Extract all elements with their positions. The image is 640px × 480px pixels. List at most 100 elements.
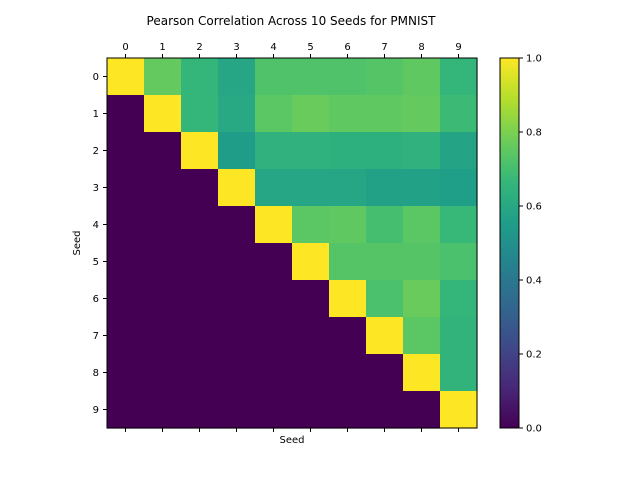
heatmap-cell [292,243,330,281]
heatmap-cell [403,95,441,133]
heatmap-cell [403,354,441,392]
heatmap-cell [440,95,478,133]
heatmap-cell [292,354,330,392]
y-tick-label: 5 [93,257,99,268]
heatmap-cell [440,391,478,429]
colorbar [499,57,520,429]
heatmap-cell [440,317,478,355]
heatmap-cell [181,95,219,133]
heatmap-cell [218,169,256,207]
heatmap-cell [366,391,404,429]
x-top-ticks: 0 1 2 3 4 5 6 7 8 9 [122,42,462,58]
heatmap-cell [218,317,256,355]
heatmap-cell [403,58,441,96]
heatmap-cell [403,132,441,170]
x-axis-label: Seed [280,435,305,446]
heatmap-cell [181,132,219,170]
y-tick-label: 0 [93,72,99,83]
heatmap-cell [329,280,367,318]
heatmap-cell [218,58,256,96]
heatmap-cell [366,354,404,392]
heatmap-cell [255,206,293,244]
heatmap-cell [366,169,404,207]
heatmap-cell [403,280,441,318]
x-tick-label: 2 [196,42,202,53]
heatmap-cell [329,132,367,170]
heatmap-cell [329,317,367,355]
heatmap-cell [440,280,478,318]
colorbar-tick-label: 0.8 [526,128,542,139]
y-tick-label: 9 [93,405,99,416]
colorbar-ticks: 0.0 0.2 0.4 0.6 0.8 1.0 [519,54,542,435]
heatmap-cell [255,58,293,96]
heatmap-cell [181,206,219,244]
heatmap-cell [218,95,256,133]
heatmap-cell [255,354,293,392]
heatmap-cell [366,132,404,170]
heatmap-cells [107,58,478,429]
heatmap-cell [107,317,145,355]
heatmap-cell [107,95,145,133]
heatmap-cell [255,317,293,355]
heatmap-cell [107,169,145,207]
heatmap-cell [329,95,367,133]
heatmap-cell [292,132,330,170]
heatmap-cell [107,280,145,318]
chart-title: Pearson Correlation Across 10 Seeds for … [147,14,437,28]
colorbar-tick-label: 1.0 [526,54,542,65]
heatmap-cell [144,243,182,281]
colorbar-tick-label: 0.6 [526,202,542,213]
y-ticks: 0 1 2 3 4 5 6 7 8 9 [93,72,107,416]
heatmap-cell [144,391,182,429]
heatmap-cell [107,58,145,96]
heatmap-cell [181,280,219,318]
heatmap-cell [255,95,293,133]
heatmap-cell [366,58,404,96]
plot-frame [106,57,478,429]
heatmap-cell [292,280,330,318]
heatmap-cell [329,58,367,96]
heatmap-cell [218,354,256,392]
heatmap-cell [218,206,256,244]
heatmap-cell [144,317,182,355]
x-tick-label: 6 [344,42,350,53]
heatmap-cell [440,132,478,170]
heatmap-cell [403,317,441,355]
heatmap-cell [181,391,219,429]
x-tick-label: 3 [233,42,239,53]
heatmap-cell [403,206,441,244]
heatmap-cell [440,169,478,207]
heatmap-cell [144,58,182,96]
heatmap-cell [218,243,256,281]
y-tick-label: 2 [93,146,99,157]
heatmap-cell [292,391,330,429]
heatmap-cell [366,95,404,133]
heatmap-cell [181,317,219,355]
heatmap-cell [181,169,219,207]
colorbar-tick-label: 0.2 [526,350,542,361]
heatmap-cell [292,169,330,207]
heatmap-cell [107,391,145,429]
heatmap-cell [181,243,219,281]
heatmap-cell [218,391,256,429]
heatmap-cell [255,243,293,281]
heatmap-cell [440,354,478,392]
heatmap-cell [292,206,330,244]
x-tick-label: 7 [381,42,387,53]
heatmap-cell [292,95,330,133]
colorbar-tick-label: 0.0 [526,424,542,435]
heatmap-cell [144,95,182,133]
x-tick-label: 4 [270,42,276,53]
heatmap-cell [403,169,441,207]
heatmap-cell [329,243,367,281]
y-tick-label: 8 [93,368,99,379]
colorbar-tick-label: 0.4 [526,276,542,287]
heatmap-cell [255,132,293,170]
y-axis-label: Seed [72,231,83,256]
heatmap-cell [403,391,441,429]
y-tick-label: 4 [93,220,99,231]
heatmap-cell [107,243,145,281]
heatmap-cell [107,354,145,392]
y-tick-label: 7 [93,331,99,342]
